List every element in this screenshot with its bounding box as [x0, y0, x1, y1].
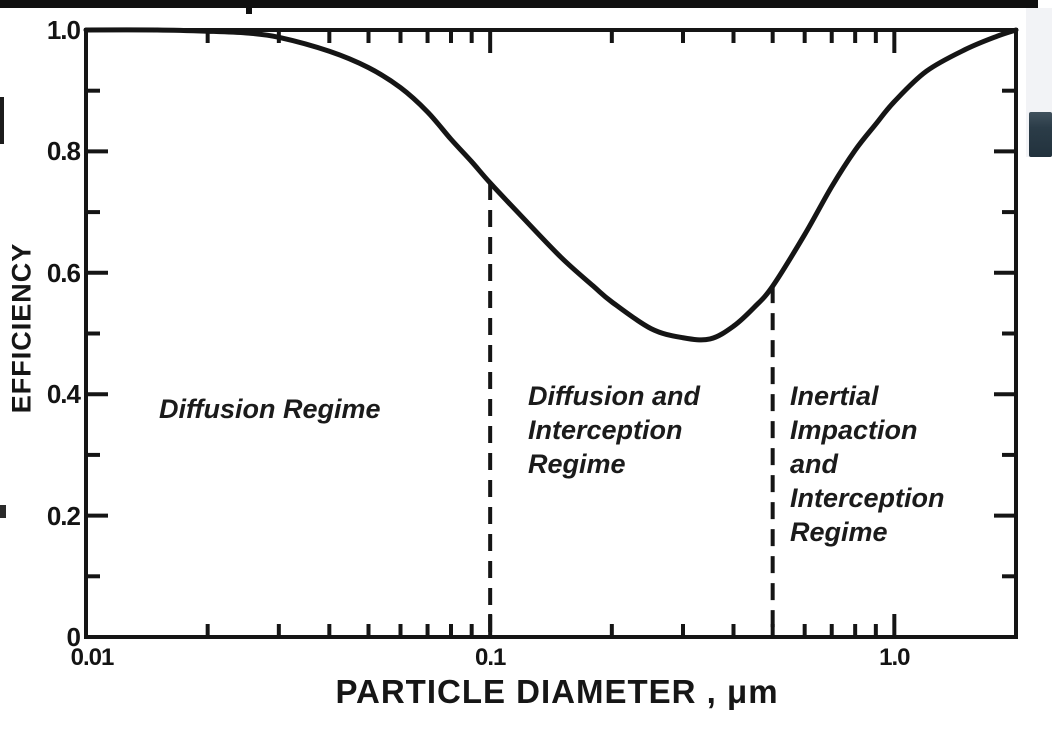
x-axis-title: PARTICLE DIAMETER , μm [335, 673, 779, 710]
regime-annotation-line: Regime [528, 449, 626, 479]
regime-annotation-1: Diffusion Regime [159, 392, 381, 426]
page-top-rule [0, 0, 1038, 8]
page-top-rule-nub [246, 8, 252, 14]
regime-annotation-line: Impaction [790, 415, 918, 445]
regime-annotation-2: Diffusion and Interception Regime [528, 379, 700, 481]
x-tick-label: 0.1 [474, 644, 506, 671]
x-tick-label: 0.01 [70, 644, 115, 671]
y-tick-label: 1.0 [46, 15, 81, 45]
y-tick-label: 0.2 [46, 500, 81, 531]
regime-annotation-3: Inertial Impaction and Interception Regime [790, 379, 945, 549]
y-tick-label: 0 [66, 622, 81, 652]
regime-annotation-line: Diffusion and [528, 381, 700, 411]
regime-annotation-line: Diffusion Regime [159, 394, 381, 424]
regime-annotation-line: Regime [790, 517, 888, 547]
y-tick-label: 0.8 [46, 136, 81, 167]
regime-annotation-line: Inertial [790, 381, 879, 411]
y-tick-label: 0.4 [46, 379, 81, 410]
efficiency-curve [83, 27, 1019, 343]
regime-annotation-line: and [790, 449, 839, 479]
scan-edge-artifact-top [0, 97, 4, 144]
regime-annotation-line: Interception [528, 415, 683, 445]
x-tick-label: 1.0 [879, 644, 910, 671]
scan-edge-artifact-mid [0, 505, 6, 518]
regime-annotation-line: Interception [790, 483, 945, 513]
scrollbar-thumb[interactable] [1029, 112, 1052, 157]
y-tick-label: 0.6 [46, 257, 81, 288]
